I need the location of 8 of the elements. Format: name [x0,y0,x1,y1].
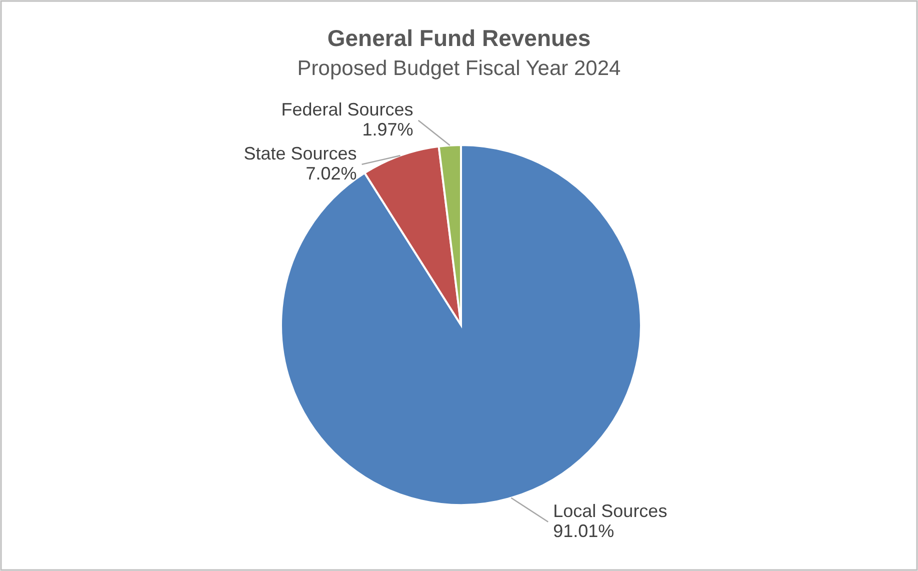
slice-label: State Sources [244,143,357,164]
chart-subtitle: Proposed Budget Fiscal Year 2024 [297,57,622,80]
slice-label: Local Sources [553,500,668,521]
data-label: 91.01% [553,520,614,541]
data-label: 7.02% [306,163,357,184]
slice-label: Federal Sources [281,99,414,120]
chart-title: General Fund Revenues [327,25,591,51]
data-label: 1.97% [362,119,414,140]
